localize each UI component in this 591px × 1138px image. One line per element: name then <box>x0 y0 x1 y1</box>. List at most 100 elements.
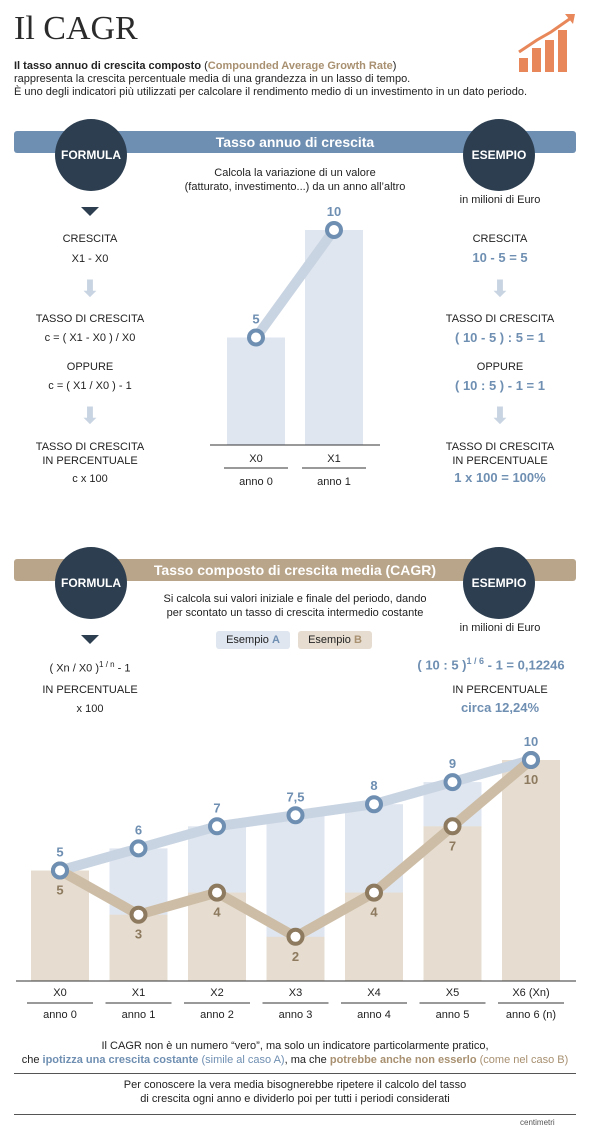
point-a-6 <box>522 751 540 769</box>
value-label-b-4: 4 <box>370 905 378 920</box>
value-label-a-4: 8 <box>370 778 377 793</box>
s1-left-perc-formula: c x 100 <box>72 473 108 485</box>
point-a-0 <box>51 861 69 880</box>
section2-esempio-badge: ESEMPIO <box>463 547 535 619</box>
s1-left-oppure-formula: c = ( X1 / X0 ) - 1 <box>48 380 132 392</box>
note1-part-f: (come nel caso B) <box>476 1054 569 1066</box>
bar-b-6 <box>502 760 560 981</box>
section1-desc-line2: (fatturato, investimento...) da un anno … <box>184 181 406 193</box>
category-label-6: X6 (Xn) <box>512 987 549 999</box>
s2-right-formula-tail: - 1 = 0,12246 <box>487 657 565 673</box>
category-sublabel-1: anno 1 <box>122 1009 156 1021</box>
s1-right-oppure-value: ( 10 : 5 ) - 1 = 1 <box>455 378 545 393</box>
category-sublabel-0: anno 0 <box>239 476 273 488</box>
section1-description: Calcola la variazione di un valore (fatt… <box>165 166 425 194</box>
s2-left-perc-formula: x 100 <box>76 703 104 715</box>
section1-esempio-badge: ESEMPIO <box>463 119 535 191</box>
s1-left-arrow-down-icon: ⬇ <box>80 276 100 301</box>
value-label-X0: 5 <box>252 312 259 327</box>
point-a-1 <box>129 839 148 858</box>
s2-left-formula-base: ( Xn / X0 ) <box>49 662 100 675</box>
point-b-1 <box>129 905 148 924</box>
s1-right-arrow-down-icon: ⬇ <box>490 276 510 301</box>
s2-left-formula: ( Xn / X0 )1 / n - 1 <box>10 658 170 676</box>
footer-note1-line2: che ipotizza una crescita costante (simi… <box>14 1053 576 1067</box>
intro-english: Compounded Average Growth Rate <box>207 60 393 72</box>
point-b-2 <box>208 883 226 902</box>
category-label-4: X4 <box>367 987 380 999</box>
intro-text: Il tasso annuo di crescita composto (Com… <box>14 60 574 99</box>
section2-band: Tasso composto di crescita media (CAGR) <box>14 559 576 581</box>
growth-chart-icon <box>518 14 575 72</box>
legend-a-text: Esempio <box>226 634 272 646</box>
intro-paren-close: ) <box>392 60 397 72</box>
bar-b-1 <box>109 914 168 981</box>
section1-down-triangle-icon <box>81 207 99 216</box>
note1-part-d: , ma che <box>284 1054 330 1066</box>
s1-left-tasso: TASSO DI CRESCITA <box>35 313 145 325</box>
s1-left-tasso-formula: c = ( X1 - X0 ) / X0 <box>44 332 136 344</box>
category-sublabel-1: anno 1 <box>317 476 351 488</box>
category-label-0: X0 <box>53 987 66 999</box>
category-label-X1: X1 <box>327 453 340 465</box>
note1-part-b: ipotizza una crescita costante <box>42 1054 199 1066</box>
s2-right-formula-base: ( 10 : 5 ) <box>417 657 467 673</box>
point-a-2 <box>208 817 226 836</box>
point-b-4 <box>365 883 383 902</box>
legend-a-letter: A <box>271 634 280 646</box>
section2-desc-line2: per scontato un tasso di crescita interm… <box>166 607 424 619</box>
value-label-b-2: 4 <box>213 905 221 920</box>
value-label-b-3: 2 <box>292 949 299 964</box>
category-sublabel-0: anno 0 <box>43 1009 77 1021</box>
s1-right-perc-value: 1 x 100 = 100% <box>454 470 546 485</box>
s2-right-perc-label: IN PERCENTUALE <box>452 684 548 696</box>
category-label-X0: X0 <box>249 453 262 465</box>
value-label-b-1: 3 <box>135 927 142 942</box>
category-label-1: X1 <box>132 987 145 999</box>
s1-right-tasso-value: ( 10 - 5 ) : 5 = 1 <box>455 330 545 345</box>
legend-b-letter: B <box>353 634 362 646</box>
intro-line3: È uno degli indicatori più utilizzati pe… <box>14 86 528 98</box>
legend-esempio-a: Esempio A <box>216 631 290 649</box>
s1-right-crescita-value: 10 - 5 = 5 <box>472 250 528 265</box>
point-X1 <box>325 221 343 239</box>
note1-part-e: potrebbe anche non esserlo <box>329 1054 477 1066</box>
s1-right-perc-2: IN PERCENTUALE <box>452 455 548 467</box>
s2-left-formula-tail: - 1 <box>117 662 131 675</box>
section2-down-triangle-icon <box>81 635 99 644</box>
footer-note1-line1: Il CAGR non è un numero “vero”, ma solo … <box>101 1040 489 1052</box>
series-line <box>251 225 339 343</box>
intro-bold: Il tasso annuo di crescita composto <box>14 60 202 72</box>
bar-X0 <box>227 337 285 445</box>
s1-right-perc-1: TASSO DI CRESCITA <box>445 441 555 453</box>
footer-note2: Per conoscere la vera media bisognerebbe… <box>14 1078 576 1106</box>
point-b-3 <box>286 927 305 946</box>
point-X0 <box>247 328 265 347</box>
s2-left-formula-exp: 1 / n <box>99 660 115 669</box>
bar-b-0 <box>31 870 89 981</box>
s2-right-formula-exp: 1 / 6 <box>466 656 485 666</box>
value-label-a-0: 5 <box>56 845 63 860</box>
footer-divider-2 <box>14 1114 576 1115</box>
value-label-X1: 10 <box>327 204 341 219</box>
legend-esempio-b: Esempio B <box>298 631 372 649</box>
s2-left-perc-label: IN PERCENTUALE <box>42 684 138 696</box>
s1-left-perc-2: IN PERCENTUALE <box>42 455 138 467</box>
intro-paren-open: ( <box>201 60 208 72</box>
point-a-4 <box>365 795 383 814</box>
category-sublabel-5: anno 5 <box>436 1009 470 1021</box>
s1-right-perc: TASSO DI CRESCITA IN PERCENTUALE <box>420 440 580 468</box>
section2-formula-badge: FORMULA <box>55 547 127 619</box>
footer-divider <box>14 1073 576 1074</box>
s1-right-tasso: TASSO DI CRESCITA <box>445 313 555 325</box>
section2-desc-line1: Si calcola sui valori iniziale e finale … <box>163 593 427 605</box>
chart-annual-growth: 5 X0 anno 0 10 X1 anno 1 <box>210 204 380 488</box>
footer-note2-line1: Per conoscere la vera media bisognerebbe… <box>123 1079 467 1091</box>
category-sublabel-4: anno 4 <box>357 1009 391 1021</box>
footer-note2-line2: di crescita ogni anno e dividerlo poi pe… <box>140 1093 450 1105</box>
category-sublabel-6: anno 6 (n) <box>506 1009 556 1021</box>
value-label-b-6: 10 <box>524 772 538 787</box>
s1-left-perc-1: TASSO DI CRESCITA <box>35 441 145 453</box>
s1-right-unit: in milioni di Euro <box>459 194 541 206</box>
category-sublabel-3: anno 3 <box>279 1009 313 1021</box>
